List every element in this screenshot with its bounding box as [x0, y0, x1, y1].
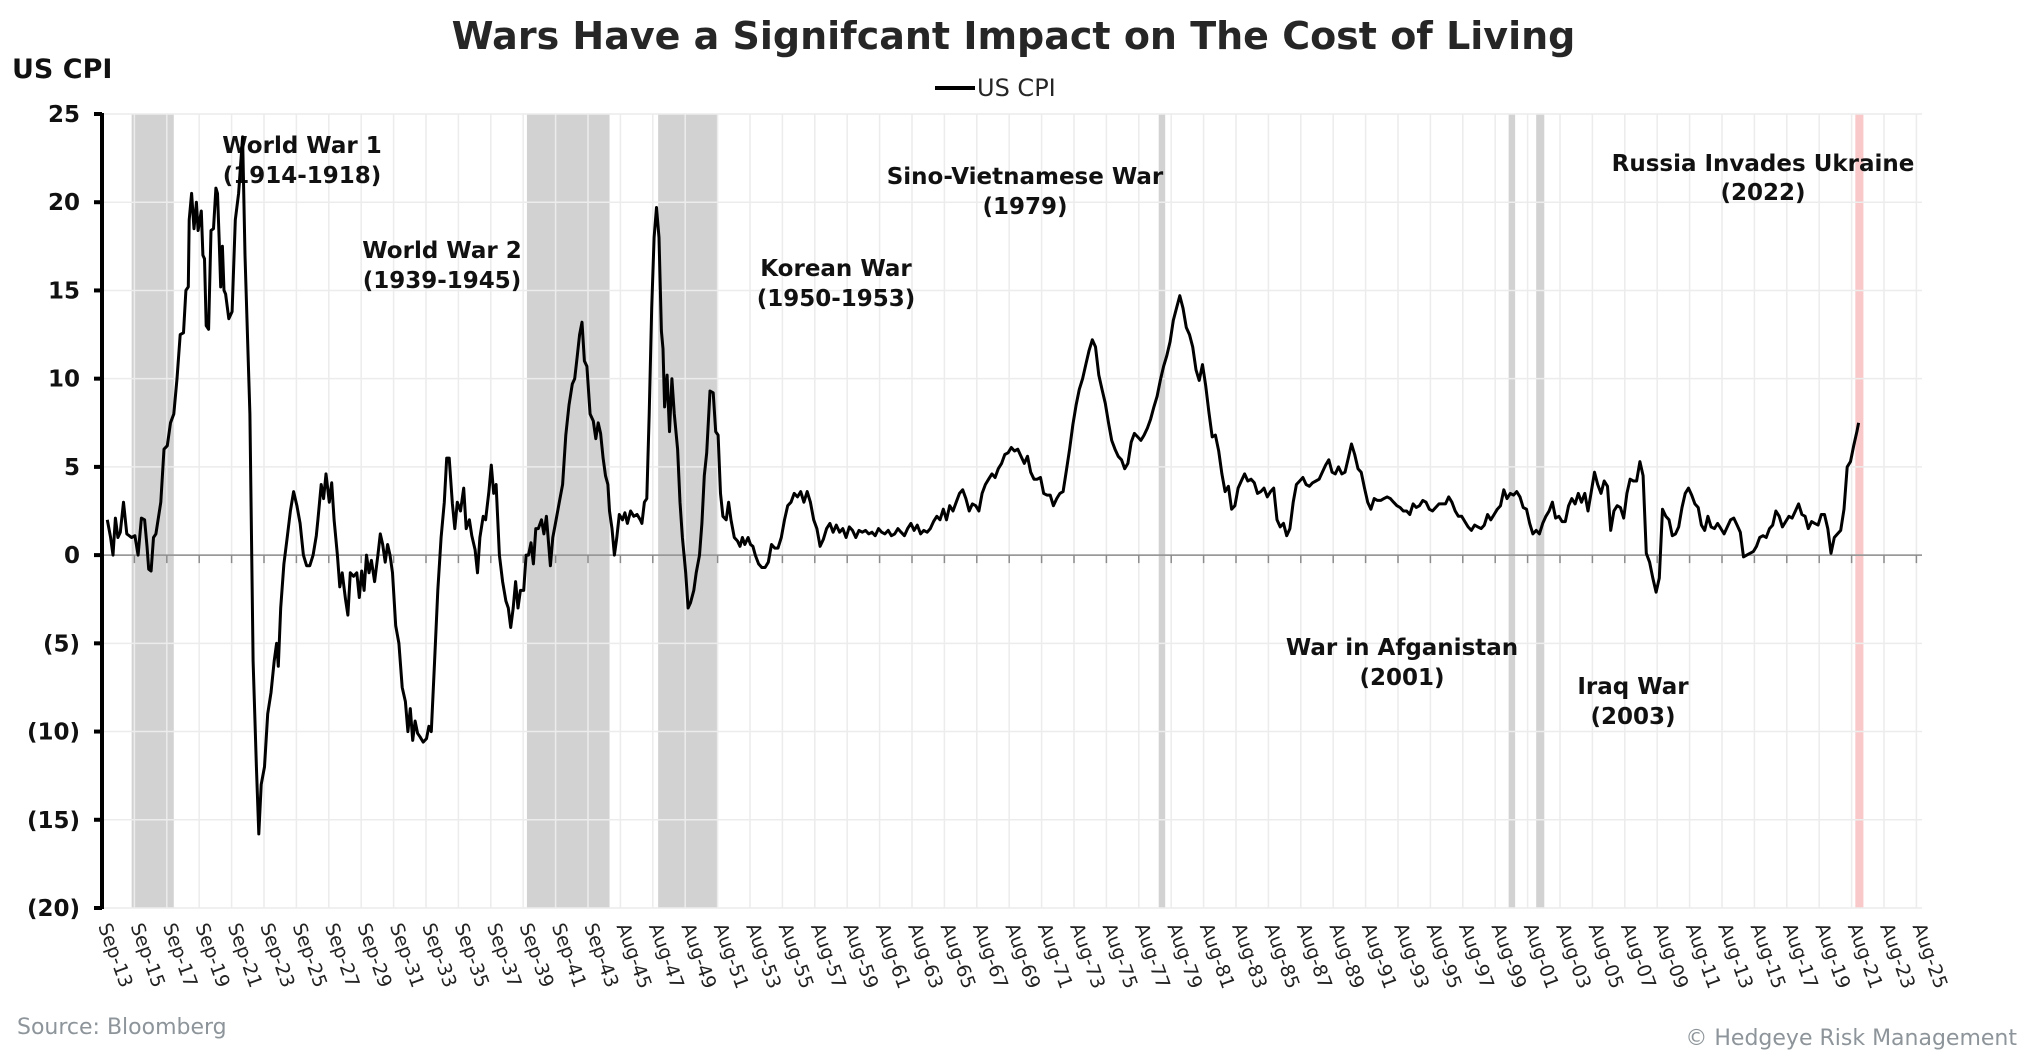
y-tick-label: 5 [64, 455, 80, 481]
war-label-name: Iraq War [1577, 674, 1689, 700]
x-axis: Sep-13Sep-15Sep-17Sep-19Sep-21Sep-23Sep-… [93, 920, 1951, 992]
war-label-years: (1939-1945) [363, 268, 522, 294]
zero-line-group [101, 554, 1922, 564]
war-band [1508, 114, 1516, 908]
war-label-name: World War 2 [362, 238, 521, 264]
war-label-years: (2003) [1590, 704, 1675, 730]
y-tick-label: 20 [48, 190, 80, 216]
war-label-years: (1914-1918) [223, 163, 382, 189]
war-band [1855, 114, 1864, 908]
chart-title: Wars Have a Signifcant Impact on The Cos… [451, 14, 1576, 58]
y-tick-label: 15 [48, 278, 80, 304]
war-label-name: Korean War [760, 256, 912, 282]
source-note: Source: Bloomberg [17, 1015, 227, 1040]
y-tick-label: (15) [27, 808, 80, 834]
war-band [1536, 114, 1545, 908]
y-tick-label: 10 [48, 367, 80, 393]
war-label-years: (2001) [1359, 665, 1444, 691]
y-tick-label: 0 [64, 543, 80, 569]
y-tick-label: (5) [43, 631, 80, 657]
y-tick-label: 25 [48, 102, 80, 128]
series-line-us-cpi [105, 135, 1861, 836]
y-axis-label: US CPI [12, 54, 113, 85]
war-label-years: (1950-1953) [757, 286, 916, 312]
war-band [658, 114, 719, 908]
legend-line-swatch-icon [935, 86, 975, 90]
y-tick-label: (10) [27, 720, 80, 746]
war-label-name: Sino-Vietnamese War [887, 164, 1164, 190]
war-bands [131, 114, 1864, 908]
war-annotations: World War 1 (1914-1918) World War 2 (1939-1… [222, 133, 1914, 730]
war-band [526, 114, 610, 908]
war-label-name: World War 1 [222, 133, 381, 159]
copyright-note: © Hedgeye Risk Management [1685, 1026, 2017, 1051]
y-tick-label: (20) [27, 896, 80, 922]
war-band [1158, 114, 1166, 908]
legend-label: US CPI [977, 74, 1056, 102]
war-label-name: Russia Invades Ukraine [1612, 151, 1915, 177]
y-axis: 25 20 15 10 5 0 (5) (10) (15) (20) [27, 102, 104, 922]
war-label-years: (1979) [982, 194, 1067, 220]
grid [101, 113, 1922, 909]
legend: US CPI [935, 74, 1056, 102]
war-label-name: War in Afganistan [1286, 635, 1518, 661]
series-group [105, 135, 1861, 836]
war-label-years: (2022) [1720, 180, 1805, 206]
